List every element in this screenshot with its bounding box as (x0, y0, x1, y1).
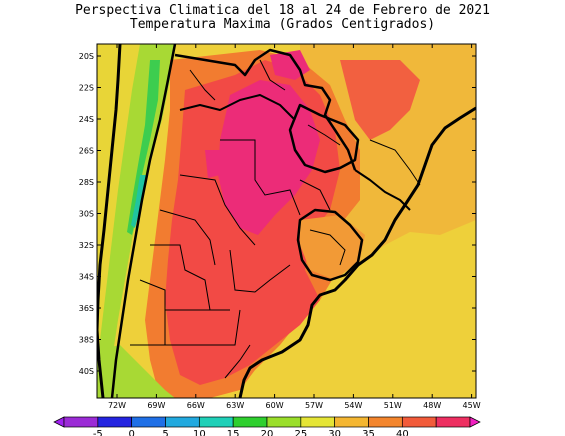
colorbar-segment (97, 416, 133, 428)
colorbar-tick-label: 0 (128, 429, 134, 436)
lat-label: 22S (79, 84, 94, 93)
lon-label: 60W (266, 401, 284, 410)
colorbar-segment (401, 416, 437, 428)
colorbar-tick-label: 20 (261, 429, 274, 436)
atlantic-coastline (238, 106, 476, 398)
province-line (229, 249, 291, 293)
colorbar-tick-label: 25 (294, 429, 307, 436)
brazil-hot-zone (340, 60, 420, 140)
colorbar-tick-label: 40 (396, 429, 409, 436)
province-line (307, 124, 341, 146)
province-line (224, 344, 251, 379)
plot-frame (96, 43, 477, 399)
argentina-north-border (179, 94, 296, 121)
colorbar-segment (435, 416, 471, 428)
lon-label: 63W (226, 401, 244, 410)
lat-label: 38S (79, 336, 94, 345)
lon-label: 48W (423, 401, 441, 410)
chile-coast-zone (97, 44, 140, 398)
lat-label: 20S (79, 52, 94, 61)
colorbar-segment (232, 416, 268, 428)
colorbar-segment (300, 416, 336, 428)
lon-label: 72W (108, 401, 126, 410)
bolivia-border (174, 48, 357, 171)
andes-colder-zone (131, 175, 146, 228)
lon-label: 45W (463, 401, 481, 410)
andes-cold-zone (127, 60, 160, 235)
lat-label: 36S (79, 304, 94, 313)
colorbar-segment (266, 416, 302, 428)
map-title-line1: Perspectiva Climatica del 18 al 24 de Fe… (75, 3, 490, 18)
province-line (179, 174, 256, 246)
lat-label: 30S (79, 210, 94, 219)
colorbar-segment (165, 416, 200, 428)
colorbar-tick-label: 30 (328, 429, 341, 436)
colorbar (53, 416, 481, 428)
lat-label: 40S (79, 367, 94, 376)
province-line (309, 229, 346, 266)
province-line (189, 69, 216, 101)
province-line (220, 139, 301, 216)
colorbar-tick-label: 10 (193, 429, 206, 436)
lat-label: 28S (79, 178, 94, 187)
colorbar-segment (63, 416, 99, 428)
longitude-axis: 72W 69W 66W 63W 60W 57W 54W 51W 48W 45W (108, 44, 481, 410)
colorbar-tick-label: 15 (227, 429, 240, 436)
lon-label: 54W (344, 401, 362, 410)
province-line (369, 139, 421, 186)
colorbar-segment (198, 416, 234, 428)
map-title-line2: Temperatura Maxima (Grados Centigrados) (129, 17, 436, 32)
paraguay-border (288, 103, 360, 174)
lon-label: 57W (305, 401, 323, 410)
lat-label: 26S (79, 147, 94, 156)
lon-label: 51W (384, 401, 402, 410)
province-borders (130, 59, 421, 379)
latitude-axis: 20S 22S 24S 26S 28S 30S 32S 34S 36S 38S 40S (79, 52, 476, 376)
colorbar-segment (368, 416, 403, 428)
andes-border (110, 44, 177, 398)
colorbar-right-arrow (469, 416, 481, 428)
lat-label: 24S (79, 115, 94, 124)
colorbar-tick-label: -5 (93, 429, 103, 436)
uruguay-border (296, 208, 364, 282)
colorbar-tick-label: 5 (162, 429, 168, 436)
province-line (164, 309, 241, 346)
lat-label: 34S (79, 273, 94, 282)
colorbar-ticks: -5 0 5 10 15 20 25 30 35 40 (93, 429, 409, 436)
land-max-zone-small (205, 150, 222, 178)
colorbar-tick-label: 35 (362, 429, 375, 436)
province-line (150, 244, 211, 311)
province-line (299, 179, 331, 211)
province-line (159, 209, 216, 266)
lon-label: 66W (187, 401, 205, 410)
lon-label: 69W (147, 401, 165, 410)
colorbar-segment (131, 416, 166, 428)
colorbar-left-arrow (53, 416, 65, 428)
colorbar-segment (334, 416, 369, 428)
province-line (259, 59, 286, 91)
brazil-border (354, 169, 411, 211)
lat-label: 32S (79, 241, 94, 250)
